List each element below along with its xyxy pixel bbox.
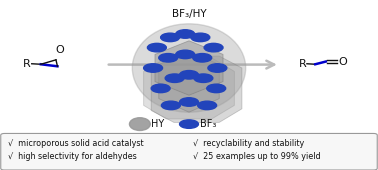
Circle shape <box>180 98 198 106</box>
Text: √  recyclability and stability: √ recyclability and stability <box>193 139 304 148</box>
Circle shape <box>165 74 184 82</box>
Circle shape <box>151 84 170 93</box>
Circle shape <box>144 64 163 72</box>
Circle shape <box>194 74 213 82</box>
Text: R: R <box>23 59 31 69</box>
Text: O: O <box>55 46 64 55</box>
Circle shape <box>208 64 227 72</box>
Ellipse shape <box>132 24 246 112</box>
Circle shape <box>180 71 198 79</box>
Polygon shape <box>144 58 234 119</box>
Circle shape <box>176 30 195 38</box>
Text: R: R <box>299 59 306 69</box>
Circle shape <box>198 101 217 110</box>
Circle shape <box>161 101 180 110</box>
Text: BF₃/HY: BF₃/HY <box>172 8 206 19</box>
Circle shape <box>207 84 226 93</box>
Circle shape <box>193 54 212 62</box>
Polygon shape <box>155 41 223 95</box>
Circle shape <box>204 43 223 52</box>
Circle shape <box>176 50 195 59</box>
Text: BF₃: BF₃ <box>200 119 217 129</box>
Text: O: O <box>338 57 347 66</box>
FancyArrowPatch shape <box>108 61 274 69</box>
Text: HY: HY <box>151 119 164 129</box>
Circle shape <box>159 54 178 62</box>
Text: √  high selectivity for aldehydes: √ high selectivity for aldehydes <box>8 152 137 161</box>
FancyBboxPatch shape <box>1 133 377 170</box>
Text: √  microporous solid acid catalyst: √ microporous solid acid catalyst <box>8 139 144 148</box>
Polygon shape <box>151 56 242 122</box>
Ellipse shape <box>129 118 150 131</box>
Circle shape <box>191 33 210 42</box>
Circle shape <box>180 120 198 128</box>
Circle shape <box>147 43 166 52</box>
Polygon shape <box>159 51 219 112</box>
Circle shape <box>161 33 180 42</box>
Text: √  25 examples up to 99% yield: √ 25 examples up to 99% yield <box>193 152 321 161</box>
